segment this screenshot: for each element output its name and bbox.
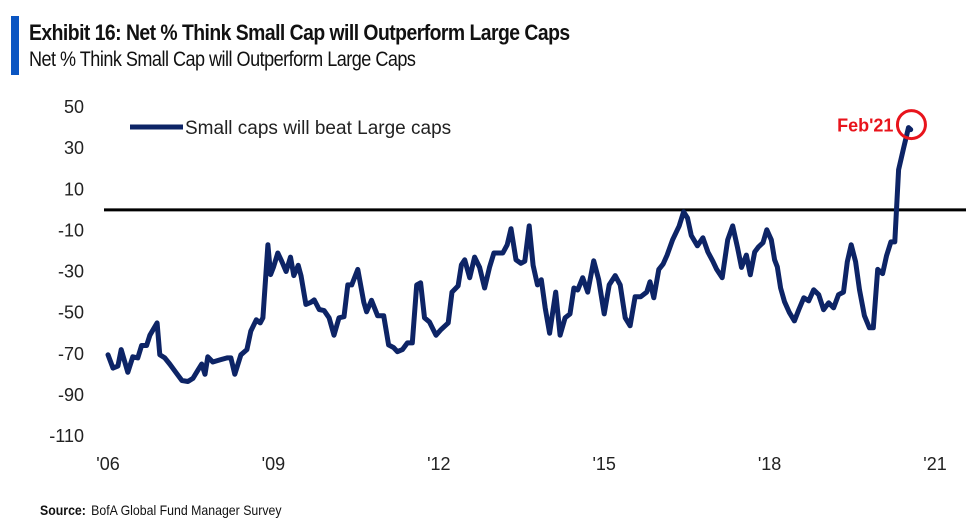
chart-title: Exhibit 16: Net % Think Small Cap will O… bbox=[29, 20, 570, 45]
x-tick-label: '15 bbox=[592, 454, 615, 474]
y-tick-label: -50 bbox=[58, 303, 84, 323]
x-axis-ticks: '06 '09 '12 '15 '18 '21 bbox=[96, 454, 946, 474]
y-tick-label: 10 bbox=[64, 179, 84, 199]
source-note: Source: BofA Global Fund Manager Survey bbox=[40, 502, 282, 518]
y-tick-label: -90 bbox=[58, 385, 84, 405]
source-label: Source: bbox=[40, 502, 86, 518]
source-text: BofA Global Fund Manager Survey bbox=[91, 502, 282, 518]
x-tick-label: '18 bbox=[758, 454, 781, 474]
annotation-label: Feb'21 bbox=[837, 116, 893, 136]
y-axis-ticks: 50 30 10 -10 -30 -50 -70 -90 -110 bbox=[49, 97, 84, 446]
title-accent-bar bbox=[11, 16, 19, 75]
x-tick-label: '06 bbox=[96, 454, 119, 474]
y-tick-label: -70 bbox=[58, 344, 84, 364]
chart-subtitle: Net % Think Small Cap will Outperform La… bbox=[29, 48, 416, 71]
y-tick-label: 30 bbox=[64, 138, 84, 158]
series-line-small-caps bbox=[105, 125, 914, 384]
x-tick-label: '09 bbox=[262, 454, 285, 474]
x-tick-label: '12 bbox=[427, 454, 450, 474]
annotation-circle bbox=[895, 109, 927, 141]
y-tick-label: 50 bbox=[64, 97, 84, 117]
legend: Small caps will beat Large caps bbox=[130, 118, 451, 139]
legend-label: Small caps will beat Large caps bbox=[185, 118, 451, 139]
y-tick-label: -10 bbox=[58, 220, 84, 240]
y-tick-label: -110 bbox=[49, 426, 84, 446]
y-tick-label: -30 bbox=[58, 262, 84, 282]
x-tick-label: '21 bbox=[923, 454, 946, 474]
